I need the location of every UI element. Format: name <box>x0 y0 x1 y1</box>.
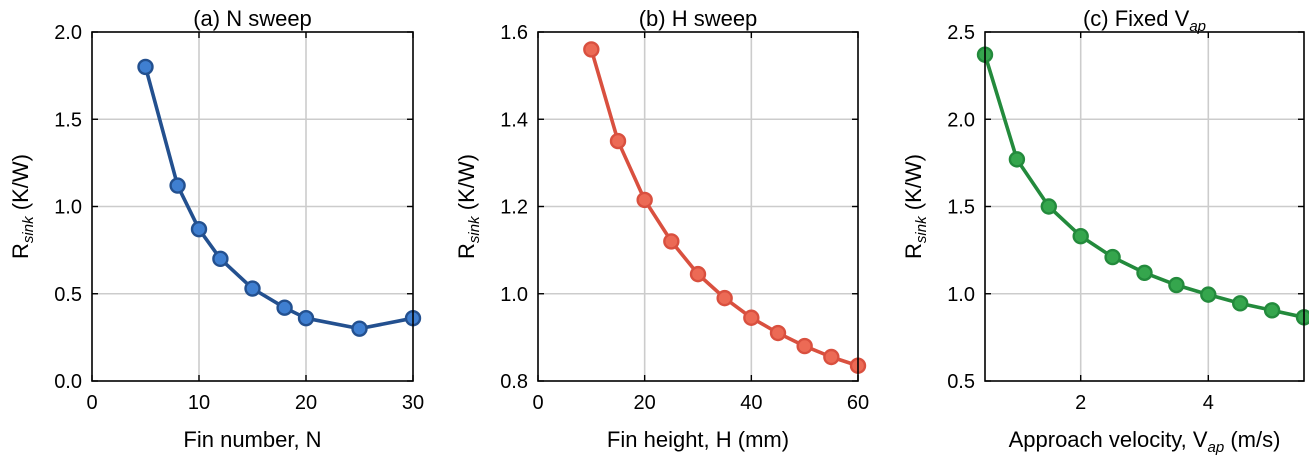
y-tick-label: 1.2 <box>500 197 528 219</box>
plot-frame <box>984 31 1305 382</box>
x-axis-label: Fin height, H (mm) <box>607 427 789 452</box>
chart-title: (b) H sweep <box>639 6 758 31</box>
grid <box>985 32 1304 381</box>
y-tick-label: 0.0 <box>54 371 82 393</box>
chart-title: (a) N sweep <box>193 6 312 31</box>
data-point <box>689 265 707 283</box>
data-point <box>769 324 787 342</box>
data-point <box>190 220 208 238</box>
y-tick-label: 1.5 <box>54 109 82 131</box>
chart-title: (c) Fixed Vap​ <box>1083 6 1206 35</box>
data-point <box>663 233 680 250</box>
data-point <box>583 41 600 58</box>
data-point <box>1040 198 1058 215</box>
series-line <box>143 65 415 331</box>
data-point <box>636 191 653 209</box>
y-tick-label: 0.5 <box>54 284 82 306</box>
x-tick-label: 10 <box>188 392 210 414</box>
y-tick-label: 1.4 <box>500 109 528 131</box>
y-axis-label: Rsink​ (K/W) <box>454 154 483 259</box>
y-tick-label: 0.5 <box>947 371 975 393</box>
y-tick-label: 1.5 <box>947 197 975 219</box>
data-point <box>1295 309 1309 326</box>
data-point <box>823 348 840 366</box>
data-point <box>212 250 229 268</box>
x-tick-label: 40 <box>740 392 762 414</box>
data-point <box>351 320 368 337</box>
y-tick-label: 0.8 <box>500 371 528 393</box>
data-point <box>1072 227 1089 245</box>
y-axis-label: Rsink​ (K/W) <box>901 154 930 259</box>
data-point <box>1200 286 1217 303</box>
y-tick-label: 2.0 <box>947 109 975 131</box>
data-point <box>169 177 186 194</box>
data-point <box>1168 276 1185 294</box>
data-point <box>716 289 733 307</box>
y-tick-label: 1.0 <box>500 284 528 306</box>
x-tick-label: 0 <box>86 392 97 414</box>
x-tick-label: 0 <box>532 392 543 414</box>
x-tick-label: 30 <box>402 392 424 414</box>
chart-panel-2: 0 20 40 60 0.8 1.0 1.2 1.4 1.6 (b) H sweep Fin hei… <box>454 6 869 452</box>
data-point <box>1231 295 1249 312</box>
data-point <box>743 309 760 326</box>
data-point <box>1104 248 1121 266</box>
data-point <box>297 309 315 327</box>
y-tick-label: 2.5 <box>947 22 975 44</box>
x-tick-label: 20 <box>295 392 317 414</box>
data-point <box>1263 302 1281 319</box>
y-tick-label: 1.6 <box>500 22 528 44</box>
x-axis-label: Approach velocity, Vap​ (m/s) <box>1009 427 1281 456</box>
data-point <box>1008 151 1026 168</box>
data-point <box>796 337 813 355</box>
grid <box>538 32 858 381</box>
x-tick-label: 60 <box>847 392 869 414</box>
data-point <box>609 132 627 150</box>
chart-panel-1: 0 10 20 30 0.0 0.5 1.0 1.5 2.0 (a) N sweep Fin num… <box>8 6 424 452</box>
plot-frame <box>91 31 414 382</box>
x-axis-label: Fin number, N <box>183 427 321 452</box>
chart-panel-3: 2 4 0.5 1.0 1.5 2.0 2.5 (c) Fixed Vap​ Approach … <box>901 6 1309 456</box>
data-point <box>244 280 261 297</box>
y-tick-label: 2.0 <box>54 22 82 44</box>
data-point <box>276 299 293 316</box>
y-tick-label: 1.0 <box>54 197 82 219</box>
x-tick-label: 2 <box>1075 392 1086 414</box>
x-tick-label: 20 <box>634 392 656 414</box>
x-tick-label: 4 <box>1203 392 1214 414</box>
y-axis-label: Rsink​ (K/W) <box>8 154 37 259</box>
data-point <box>1136 264 1153 282</box>
data-point <box>137 58 154 76</box>
series-line <box>589 47 860 368</box>
y-tick-label: 1.0 <box>947 284 975 306</box>
plot-frame <box>537 31 859 382</box>
